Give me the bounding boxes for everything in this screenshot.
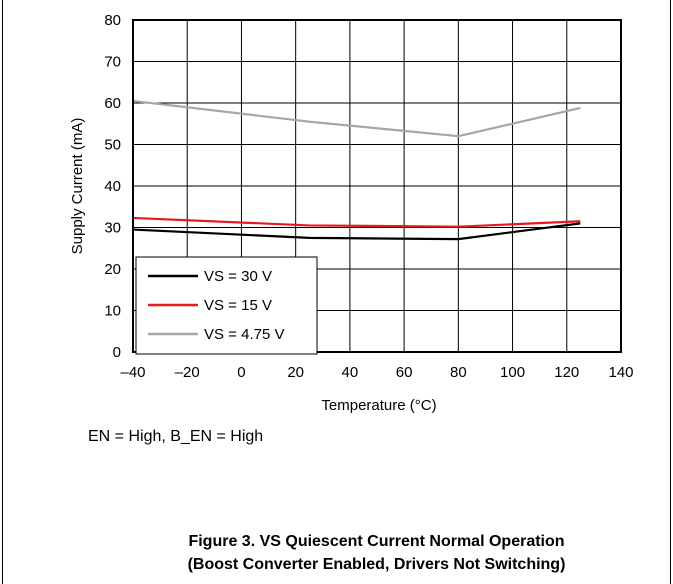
y-tick-label: 80: [104, 12, 121, 29]
plot-area-border: [132, 19, 622, 353]
x-tick-label: 80: [450, 364, 467, 381]
tick-labels: –40 –20 0 20 40 60 80 100 120 140 0 10 20 30 40 50 60 70 8…: [104, 12, 633, 381]
y-axis-title: Supply Current (mA): [69, 118, 86, 255]
series-line-0: [132, 222, 581, 241]
x-tick-label: 20: [287, 364, 304, 381]
x-tick-label: 40: [342, 364, 359, 381]
frame-right-border: [670, 0, 671, 584]
series-lines: [132, 99, 581, 241]
figure-caption: Figure 3. VS Quiescent Current Normal Op…: [0, 530, 673, 576]
y-tick-label: 10: [104, 303, 121, 320]
caption-line-2: (Boost Converter Enabled, Drivers Not Sw…: [187, 556, 566, 573]
x-tick-label: –40: [120, 364, 145, 381]
y-tick-label: 20: [104, 261, 121, 278]
x-tick-label: 0: [237, 364, 245, 381]
y-tick-label: 50: [104, 137, 121, 154]
supply-current-chart: –40 –20 0 20 40 60 80 100 120 140 0 10 20 30 40 50 60 70 8…: [69, 12, 634, 414]
y-tick-label: 40: [104, 178, 121, 195]
caption-line-1: Figure 3. VS Quiescent Current Normal Op…: [188, 533, 565, 550]
legend: VS = 30 V VS = 15 V VS = 4.75 V: [135, 256, 318, 355]
y-tick-label: 0: [113, 344, 121, 361]
x-tick-label: 120: [554, 364, 579, 381]
x-tick-label: 60: [396, 364, 413, 381]
y-tick-label: 70: [104, 54, 121, 71]
legend-label: VS = 30 V: [204, 268, 272, 285]
x-tick-label: 140: [608, 364, 633, 381]
frame-left-border: [2, 0, 3, 584]
operating-condition-note: EN = High, B_EN = High: [88, 428, 264, 445]
x-tick-label: –20: [175, 364, 200, 381]
legend-label: VS = 15 V: [204, 297, 272, 314]
series-line-2: [132, 99, 581, 138]
legend-label: VS = 4.75 V: [204, 326, 284, 343]
x-tick-label: 100: [500, 364, 525, 381]
series-line-1: [132, 216, 581, 228]
y-tick-label: 30: [104, 220, 121, 237]
y-tick-label: 60: [104, 95, 121, 112]
x-axis-title: Temperature (°C): [321, 397, 436, 414]
